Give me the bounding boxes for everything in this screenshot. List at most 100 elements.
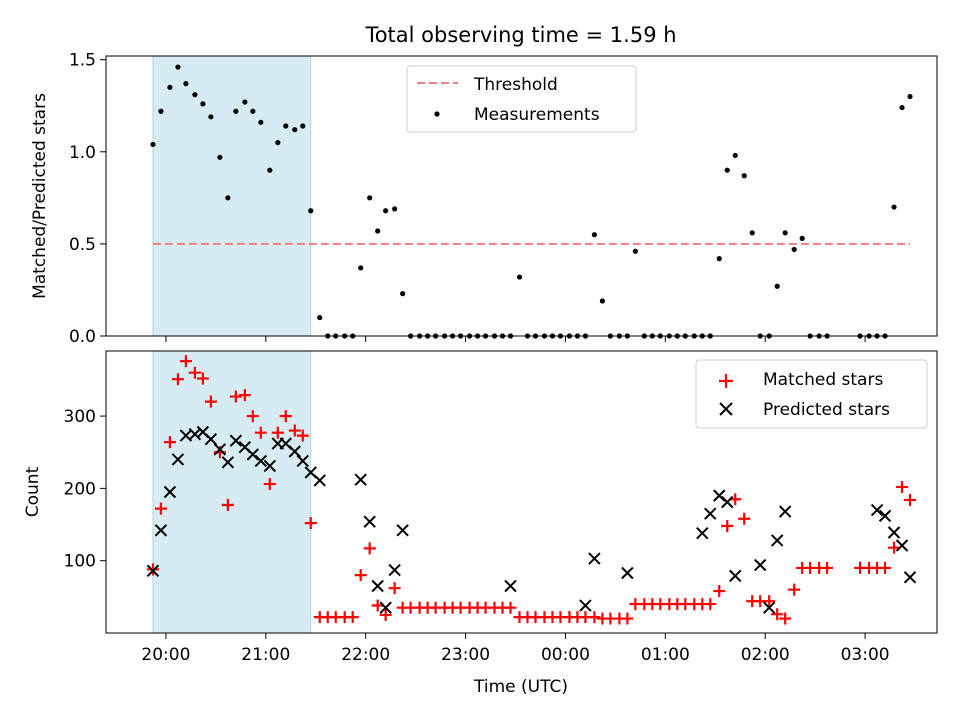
matched-star-point [163, 436, 176, 449]
bottom-y-tick-label: 300 [64, 407, 96, 427]
matched-star-point [896, 480, 909, 493]
top-y-tick-label: 1.0 [69, 143, 96, 163]
predicted-star-point [371, 579, 384, 593]
legend-threshold-label: Threshold [473, 75, 558, 95]
predicted-star-point [246, 448, 260, 461]
predicted-star-point [188, 427, 202, 441]
top-y-ticks: 0.0 0.5 1.0 1.5 [69, 51, 106, 347]
matched-star-point [254, 426, 267, 439]
bottom-y-ticks: 100 200 300 [64, 407, 106, 572]
top-y-tick-label: 1.5 [69, 51, 96, 71]
legend-predicted-swatch [719, 402, 733, 416]
matched-star-point [888, 541, 901, 554]
predicted-star-point [154, 524, 168, 537]
measurement-point [308, 208, 314, 214]
matched-star-point [771, 608, 784, 621]
measurement-point [632, 248, 638, 254]
measurement-point [183, 81, 189, 87]
predicted-star-point [363, 515, 376, 528]
predicted-star-point [588, 552, 601, 565]
measurement-point [716, 256, 722, 262]
measurement-point [516, 274, 523, 280]
measurement-point [724, 167, 730, 173]
predicted-star-point [621, 566, 634, 580]
top-y-tick-label: 0.5 [69, 235, 96, 255]
predicted-star-point [762, 601, 776, 614]
matched-star-point [371, 599, 384, 612]
measurement-point [242, 99, 248, 105]
measurement-point [791, 246, 797, 253]
matched-star-point [879, 561, 892, 574]
measurement-point [392, 206, 398, 212]
matched-star-point [288, 424, 301, 437]
measurement-point [741, 173, 747, 179]
matched-star-point [588, 611, 601, 624]
figure-title: Total observing time = 1.59 h [364, 23, 676, 47]
measurement-point [267, 167, 273, 173]
legend-matched-label: Matched stars [763, 370, 883, 390]
predicted-star-point [313, 474, 326, 487]
matched-star-point [704, 598, 717, 611]
matched-star-point [738, 512, 751, 525]
matched-star-point [171, 373, 184, 386]
measurement-point [292, 127, 298, 133]
measurement-point [907, 93, 913, 100]
predicted-star-point [163, 485, 177, 499]
predicted-star-point [221, 456, 235, 469]
measurement-point [300, 123, 306, 129]
top-plot-frame [105, 55, 938, 337]
predicted-star-point [696, 527, 709, 540]
bottom-x-tick-label: 01:00 [641, 645, 690, 665]
bottom-y-tick-label: 200 [64, 479, 96, 499]
matched-star-point [221, 499, 234, 512]
measurement-point [749, 230, 755, 236]
measurement-point [599, 298, 606, 304]
matched-star-point [279, 410, 292, 423]
bottom-x-tick-label: 23:00 [441, 645, 490, 665]
matched-star-point [296, 429, 309, 442]
matched-star-point [271, 426, 284, 439]
matched-star-point [788, 583, 801, 596]
measurement-point [200, 101, 206, 107]
top-x-ticks [165, 336, 866, 342]
matched-star-point [763, 595, 776, 608]
measurement-point [250, 108, 256, 114]
bottom-x-tick-label: 00:00 [541, 645, 590, 665]
predicted-star-point [354, 473, 367, 486]
measurement-point [375, 228, 381, 234]
measurement-point [192, 92, 198, 98]
bottom-x-tick-label: 03:00 [841, 645, 890, 665]
matched-star-point [229, 390, 242, 403]
measurement-point [283, 123, 289, 129]
top-shaded-span [152, 55, 312, 337]
matched-star-point [188, 366, 201, 379]
predicted-star-point [721, 495, 734, 509]
legend-measurements-label: Measurements [474, 105, 600, 125]
matched-star-point [379, 608, 392, 621]
measurement-point [175, 64, 181, 70]
legend-measurements-swatch [434, 111, 440, 117]
top-y-tick-label: 0.0 [69, 327, 96, 347]
matched-star-point [246, 410, 259, 423]
predicted-star-point [213, 443, 227, 456]
bottom-legend: Matched stars Predicted stars [695, 359, 928, 429]
top-legend-box [406, 65, 637, 133]
measurement-point [591, 232, 598, 238]
bottom-x-ticks: 20:00 21:00 22:00 23:00 00:00 01:00 02:00 03:00 [141, 633, 890, 665]
measurement-point [150, 141, 156, 148]
predicted-star-point [204, 433, 218, 446]
matched-star-point [304, 517, 317, 530]
measurement-point [899, 104, 905, 111]
bottom-x-tick-label: 20:00 [141, 645, 190, 665]
matched-star-point [196, 372, 209, 385]
predicted-star-point [887, 526, 901, 539]
predicted-star-point [770, 534, 784, 547]
bottom-y-axis-label: Count [23, 466, 43, 517]
matched-star-point [204, 395, 217, 408]
predicted-star-point [388, 563, 401, 577]
bottom-plot-frame [105, 350, 938, 634]
matched-star-point [179, 355, 192, 368]
bottom-x-tick-label: 22:00 [341, 645, 390, 665]
measurement-point [383, 208, 389, 214]
